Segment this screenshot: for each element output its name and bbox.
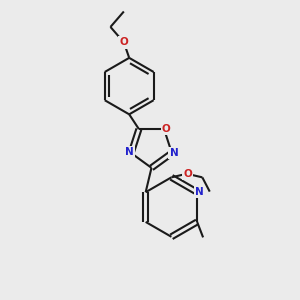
Text: O: O [119, 38, 128, 47]
Text: N: N [195, 187, 204, 197]
Text: O: O [183, 169, 192, 179]
Text: N: N [125, 148, 134, 158]
Text: O: O [162, 124, 170, 134]
Text: N: N [169, 148, 178, 158]
